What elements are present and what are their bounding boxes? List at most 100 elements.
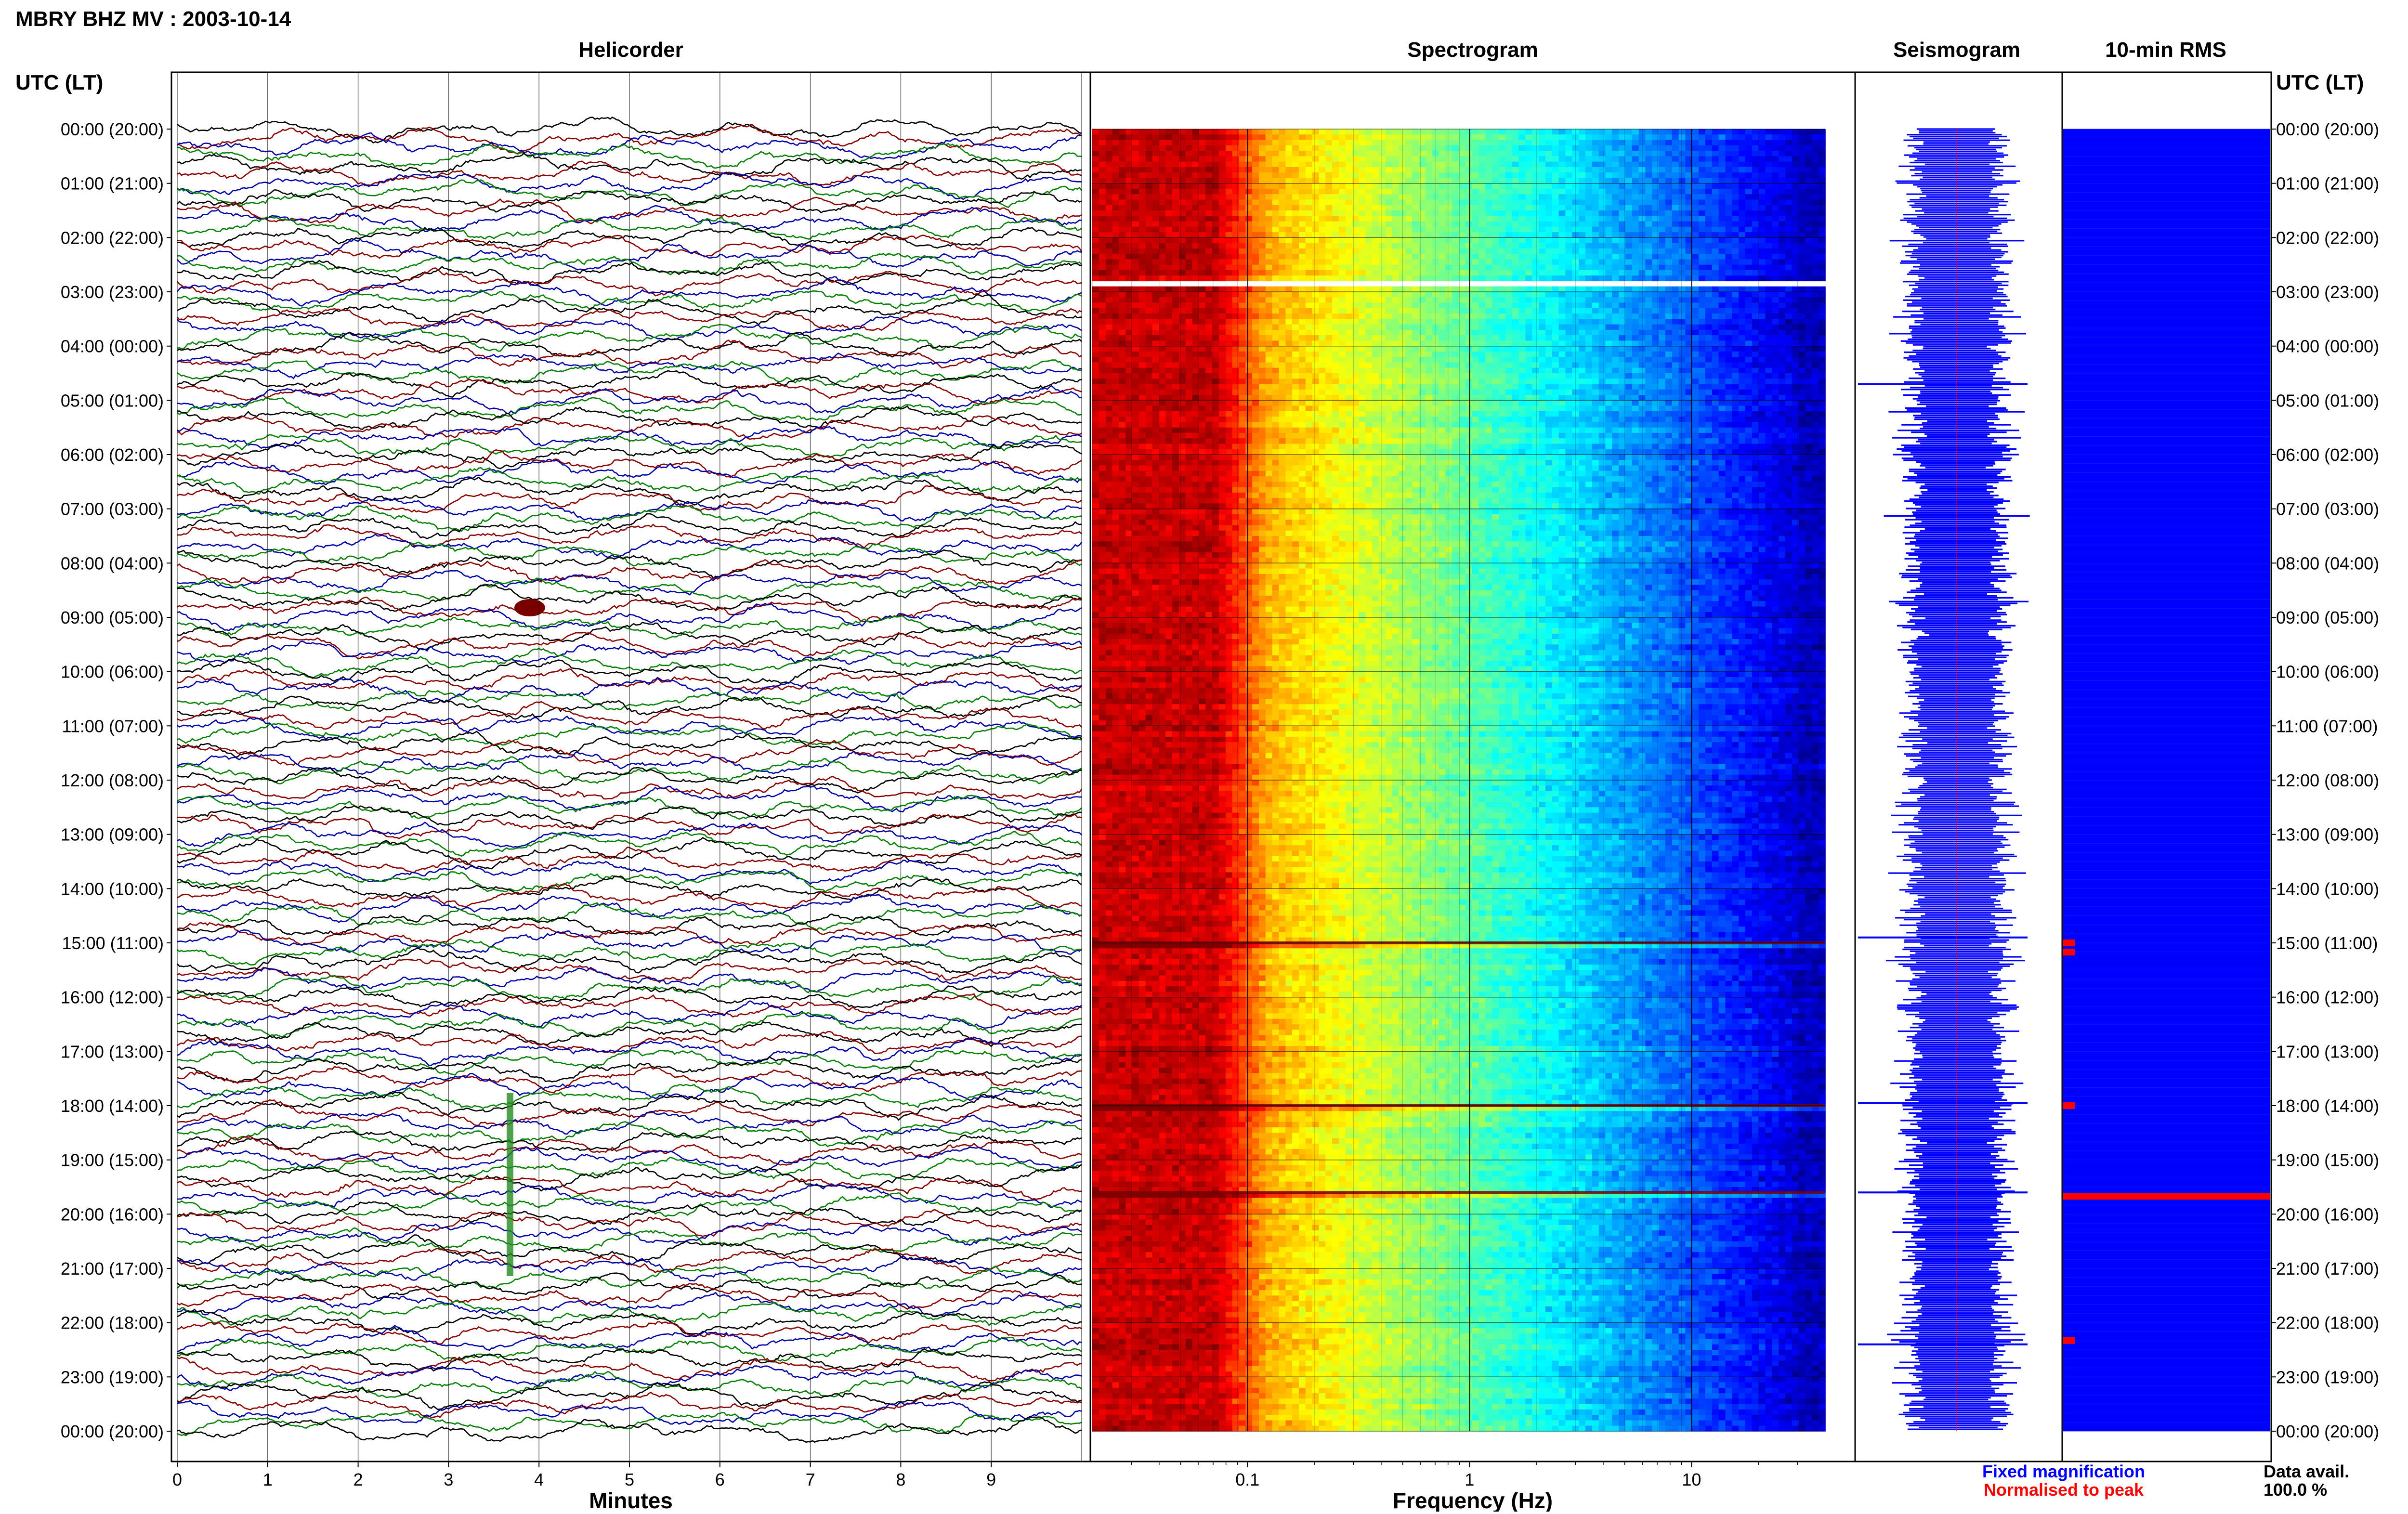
spectrogram-cell: [1432, 200, 1440, 206]
spectrogram-cell: [1392, 183, 1400, 189]
spectrogram-cell: [1386, 205, 1393, 211]
spectrogram-cell: [1799, 254, 1806, 260]
spectrogram-cell: [1119, 145, 1126, 151]
spectrogram-cell: [1752, 178, 1759, 183]
spectrogram-cell: [1452, 167, 1459, 173]
spectrogram-cell: [1525, 140, 1532, 146]
spectrogram-cell: [1172, 325, 1179, 330]
spectrogram-cell: [1146, 200, 1153, 206]
spectrogram-cell: [1272, 178, 1280, 183]
spectrogram-cell: [1565, 129, 1572, 135]
spectrogram-cell: [1319, 200, 1326, 206]
spectrogram-cell: [1652, 292, 1659, 298]
spectrogram-cell: [1679, 368, 1686, 374]
spectrogram-cell: [1205, 325, 1213, 330]
spectrogram-cell: [1499, 254, 1506, 260]
spectrogram-cell: [1459, 243, 1466, 249]
spectrogram-cell: [1712, 357, 1719, 363]
spectrogram-cell: [1699, 352, 1706, 357]
spectrogram-cell: [1612, 167, 1619, 173]
spectrogram-cell: [1299, 237, 1306, 243]
spectrogram-cell: [1232, 243, 1240, 249]
spectrogram-cell: [1472, 205, 1479, 211]
spectrogram-cell: [1359, 227, 1366, 233]
spectrogram-cell: [1739, 189, 1746, 195]
spectrogram-cell: [1119, 346, 1126, 352]
spectrogram-cell: [1405, 156, 1413, 162]
spectrogram-cell: [1172, 243, 1179, 249]
spectrogram-cell: [1412, 352, 1419, 357]
spectrogram-cell: [1766, 254, 1773, 260]
spectrogram-cell: [1339, 346, 1346, 352]
spectrogram-cell: [1365, 183, 1373, 189]
spectrogram-cell: [1232, 222, 1240, 227]
spectrogram-cell: [1785, 151, 1793, 157]
spectrogram-cell: [1532, 308, 1539, 314]
spectrogram-cell: [1632, 183, 1639, 189]
spectrogram-cell: [1692, 232, 1699, 238]
spectrogram-cell: [1792, 346, 1799, 352]
spectrogram-cell: [1599, 335, 1606, 341]
spectrogram-cell: [1306, 378, 1313, 384]
spectrogram-cell: [1579, 167, 1586, 173]
spectrogram-cell: [1179, 200, 1186, 206]
spectrogram-cell: [1205, 378, 1213, 384]
spectrogram-cell: [1532, 352, 1539, 357]
spectrogram-cell: [1779, 178, 1786, 183]
spectrogram-cell: [1699, 205, 1706, 211]
spectrogram-cell: [1099, 357, 1106, 363]
spectrogram-cell: [1552, 232, 1559, 238]
spectrogram-cell: [1226, 248, 1233, 254]
spectrogram-cell: [1552, 270, 1559, 276]
spectrogram-cell: [1379, 308, 1386, 314]
spectrogram-cell: [1699, 167, 1706, 173]
spectrogram-cell: [1672, 194, 1679, 200]
spectrogram-cell: [1785, 140, 1793, 146]
spectrogram-cell: [1279, 368, 1286, 374]
spectrogram-cell: [1372, 297, 1379, 303]
spectrogram-cell: [1545, 373, 1553, 379]
spectrogram-cell: [1452, 205, 1459, 211]
spectrogram-cell: [1339, 259, 1346, 265]
spectrogram-cell: [1812, 340, 1819, 346]
spectrogram-cell: [1512, 368, 1519, 374]
spectrogram-cell: [1139, 205, 1146, 211]
spectrogram-cell: [1799, 363, 1806, 368]
spectrogram-cell: [1245, 151, 1253, 157]
spectrogram-cell: [1099, 259, 1106, 265]
spectrogram-cell: [1599, 303, 1606, 309]
spectrogram-cell: [1792, 243, 1799, 249]
spectrogram-cell: [1092, 162, 1099, 168]
spectrogram-cell: [1779, 330, 1786, 336]
spectrogram-cell: [1779, 352, 1786, 357]
spectrogram-cell: [1279, 297, 1286, 303]
spectrogram-cell: [1306, 162, 1313, 168]
spectrogram-cell: [1699, 373, 1706, 379]
spectrogram-cell: [1539, 189, 1546, 195]
spectrogram-cell: [1599, 308, 1606, 314]
spectrogram-cell: [1106, 357, 1113, 363]
spectrogram-cell: [1692, 368, 1699, 374]
spectrogram-cell: [1652, 172, 1659, 178]
spectrogram-cell: [1419, 340, 1426, 346]
spectrogram-cell: [1779, 216, 1786, 222]
spectrogram-cell: [1252, 325, 1259, 330]
spectrogram-cell: [1292, 254, 1299, 260]
spectrogram-cell: [1346, 129, 1353, 135]
spectrogram-cell: [1505, 151, 1513, 157]
spectrogram-cell: [1485, 254, 1492, 260]
spectrogram-cell: [1186, 151, 1193, 157]
spectrogram-cell: [1252, 200, 1259, 206]
spectrogram-cell: [1445, 145, 1453, 151]
spectrogram-cell: [1599, 357, 1606, 363]
spectrogram-cell: [1699, 210, 1706, 216]
spectrogram-cell: [1459, 313, 1466, 319]
spectrogram-cell: [1259, 254, 1266, 260]
spectrogram-cell: [1299, 140, 1306, 146]
spectrogram-cell: [1679, 210, 1686, 216]
spectrogram-cell: [1552, 210, 1559, 216]
spectrogram-cell: [1359, 378, 1366, 384]
spectrogram-cell: [1712, 167, 1719, 173]
spectrogram-cell: [1592, 297, 1599, 303]
spectrogram-cell: [1532, 232, 1539, 238]
